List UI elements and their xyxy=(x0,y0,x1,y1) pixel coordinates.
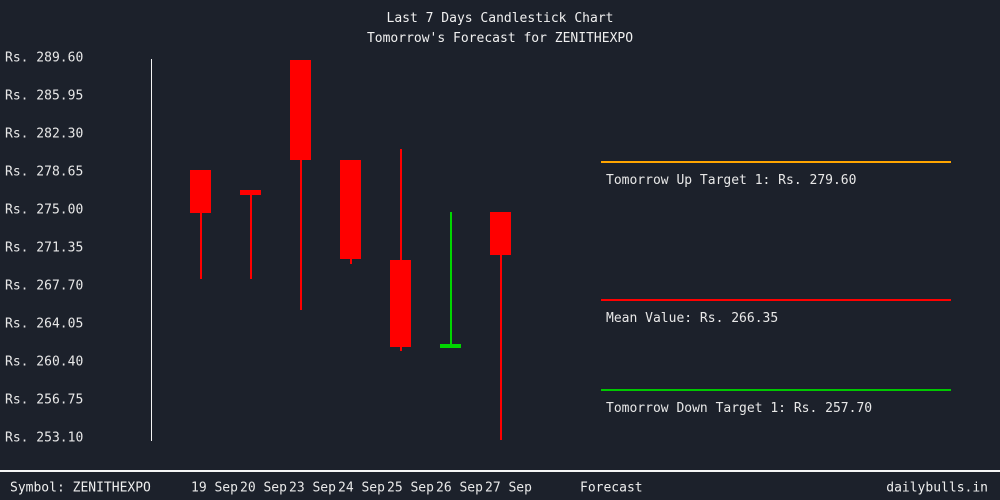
y-axis-tick-label: Rs. 256.75 xyxy=(5,392,84,408)
x-axis-date-label: 20 Sep xyxy=(240,480,287,496)
x-axis-date-label: 27 Sep xyxy=(485,480,532,496)
forecast-line-label: Mean Value: Rs. 266.35 xyxy=(606,311,779,327)
forecast-line xyxy=(601,389,951,392)
y-axis-tick-label: Rs. 285.95 xyxy=(5,88,84,104)
chart-subtitle: Tomorrow's Forecast for ZENITHEXPO xyxy=(366,31,634,46)
footer-forecast-label: Forecast xyxy=(580,480,643,496)
footer-separator xyxy=(0,470,1000,472)
forecast-line-label: Tomorrow Up Target 1: Rs. 279.60 xyxy=(606,173,857,189)
y-axis-tick-label: Rs. 264.05 xyxy=(5,316,84,332)
candle-body xyxy=(490,211,511,255)
y-axis-line xyxy=(151,59,152,441)
forecast-line xyxy=(601,299,951,302)
chart-title: Last 7 Days Candlestick Chart xyxy=(386,11,614,26)
candle-body xyxy=(290,59,311,160)
candle-wick xyxy=(299,59,302,311)
candle-wick xyxy=(449,212,452,349)
candle-wick xyxy=(249,190,252,280)
x-axis-date-label: 24 Sep xyxy=(338,480,385,496)
candle-wick xyxy=(199,169,202,280)
footer-symbol-label: Symbol: ZENITHEXPO xyxy=(10,480,151,496)
x-axis-date-label: 19 Sep xyxy=(191,480,238,496)
watermark-brand: dailybulls.in xyxy=(886,480,988,496)
candle-body xyxy=(240,190,261,195)
y-axis-tick-label: Rs. 267.70 xyxy=(5,278,84,294)
candle-wick xyxy=(499,211,502,441)
x-axis-date-label: 25 Sep xyxy=(387,480,434,496)
candle-body xyxy=(440,344,461,349)
y-axis-tick-label: Rs. 271.35 xyxy=(5,240,84,256)
y-axis-tick-label: Rs. 260.40 xyxy=(5,354,84,370)
forecast-line xyxy=(601,161,951,164)
candle-body xyxy=(390,260,411,347)
y-axis-tick-label: Rs. 289.60 xyxy=(5,50,84,66)
candle-wick xyxy=(399,148,402,351)
y-axis-tick-label: Rs. 275.00 xyxy=(5,202,84,218)
y-axis-tick-label: Rs. 278.65 xyxy=(5,164,84,180)
y-axis-tick-label: Rs. 282.30 xyxy=(5,126,84,142)
x-axis-date-label: 23 Sep xyxy=(289,480,336,496)
forecast-line-label: Tomorrow Down Target 1: Rs. 257.70 xyxy=(606,401,873,417)
candle-body xyxy=(340,160,361,260)
x-axis-date-label: 26 Sep xyxy=(436,480,483,496)
candle-body xyxy=(190,169,211,214)
y-axis-tick-label: Rs. 253.10 xyxy=(5,430,84,446)
